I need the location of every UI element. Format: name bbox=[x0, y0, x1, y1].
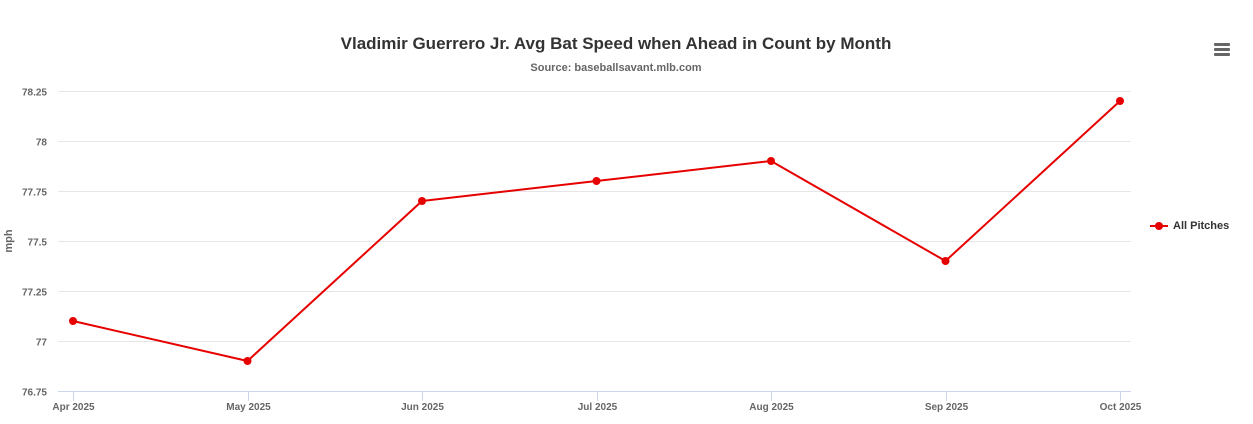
data-point bbox=[592, 177, 601, 185]
y-axis-title: mph bbox=[3, 229, 15, 253]
data-point bbox=[767, 157, 775, 165]
y-tick-label: 77.25 bbox=[22, 288, 47, 299]
y-tick-label: 77.75 bbox=[22, 188, 47, 199]
x-tick-label: Jul 2025 bbox=[578, 402, 618, 413]
data-point bbox=[418, 197, 426, 205]
y-tick-label: 78 bbox=[36, 138, 48, 149]
data-point bbox=[69, 317, 77, 325]
y-tick-label: 78.25 bbox=[22, 88, 47, 99]
chart-title: Vladimir Guerrero Jr. Avg Bat Speed when… bbox=[340, 34, 892, 53]
x-tick-label: Oct 2025 bbox=[1100, 402, 1142, 413]
y-tick-label: 77 bbox=[36, 338, 48, 349]
legend-symbol bbox=[1150, 217, 1168, 235]
x-tick-label: Apr 2025 bbox=[52, 402, 95, 413]
legend-label: All Pitches bbox=[1173, 220, 1230, 232]
chart-subtitle: Source: baseballsavant.mlb.com bbox=[530, 62, 702, 74]
legend-item-all-pitches[interactable]: All Pitches bbox=[1150, 217, 1229, 235]
chart-menu-button[interactable] bbox=[1211, 40, 1235, 60]
data-point bbox=[941, 257, 950, 265]
x-tick-label: May 2025 bbox=[226, 402, 271, 413]
data-point bbox=[1116, 97, 1124, 105]
y-tick-label: 76.75 bbox=[22, 388, 47, 399]
series-line bbox=[72, 100, 1121, 362]
data-point bbox=[243, 357, 252, 365]
x-tick-label: Sep 2025 bbox=[925, 402, 969, 413]
x-tick-label: Jun 2025 bbox=[401, 402, 444, 413]
y-tick-label: 77.5 bbox=[28, 238, 48, 249]
x-tick-label: Aug 2025 bbox=[749, 402, 794, 413]
